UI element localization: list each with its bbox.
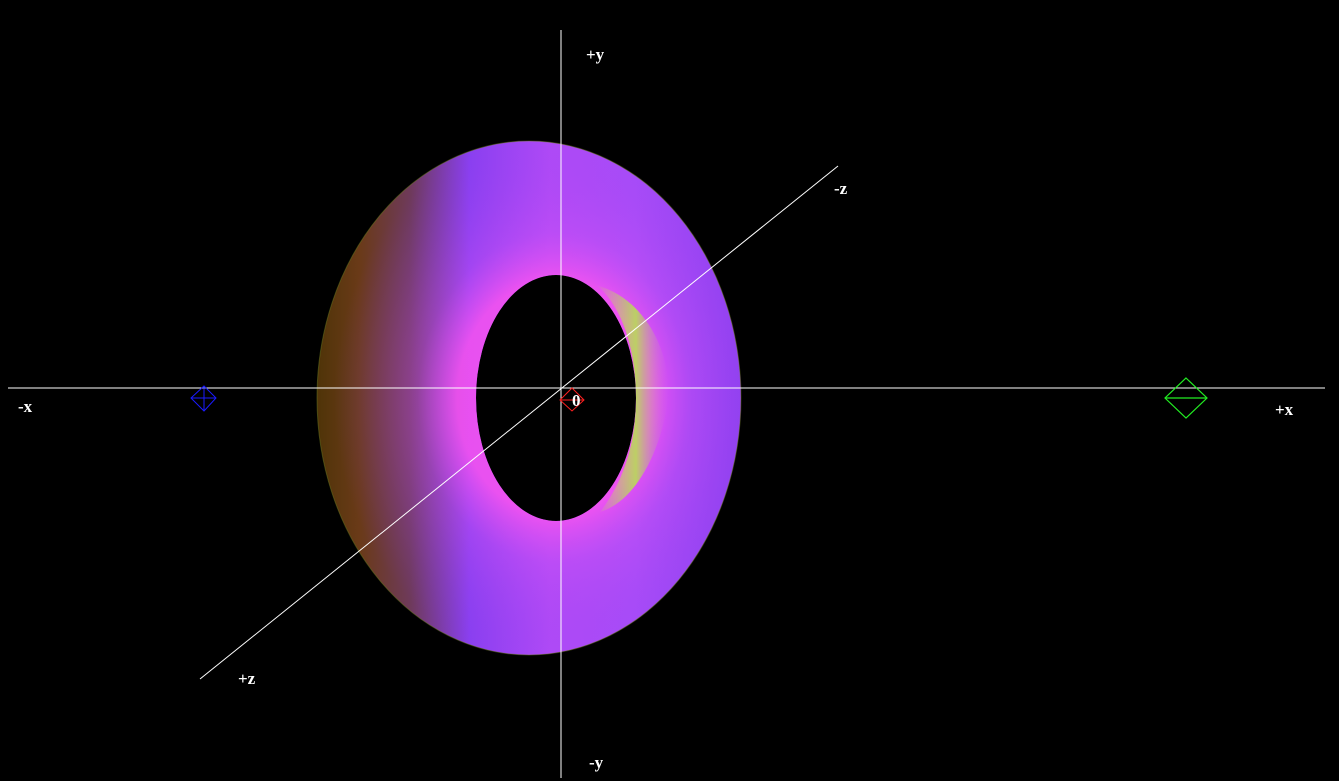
torus-outer-edge [316, 140, 742, 656]
pos-y-label: +y [586, 45, 605, 64]
origin-marker [559, 387, 585, 412]
pos-x-label: +x [1275, 400, 1294, 419]
torus-highlight [317, 141, 741, 655]
torus-inner-rim [596, 285, 669, 512]
pos-z-label: +z [238, 669, 256, 688]
neg-z-label: -z [834, 179, 848, 198]
green-light-marker[interactable] [1164, 377, 1208, 419]
axes [8, 30, 1325, 778]
torus-shape [316, 140, 742, 656]
neg-x-label: -x [18, 397, 33, 416]
blue-light-marker[interactable] [190, 385, 217, 412]
neg-y-label: -y [589, 753, 604, 772]
z-axis-line [199, 165, 839, 680]
origin-label: 0 [572, 391, 581, 410]
